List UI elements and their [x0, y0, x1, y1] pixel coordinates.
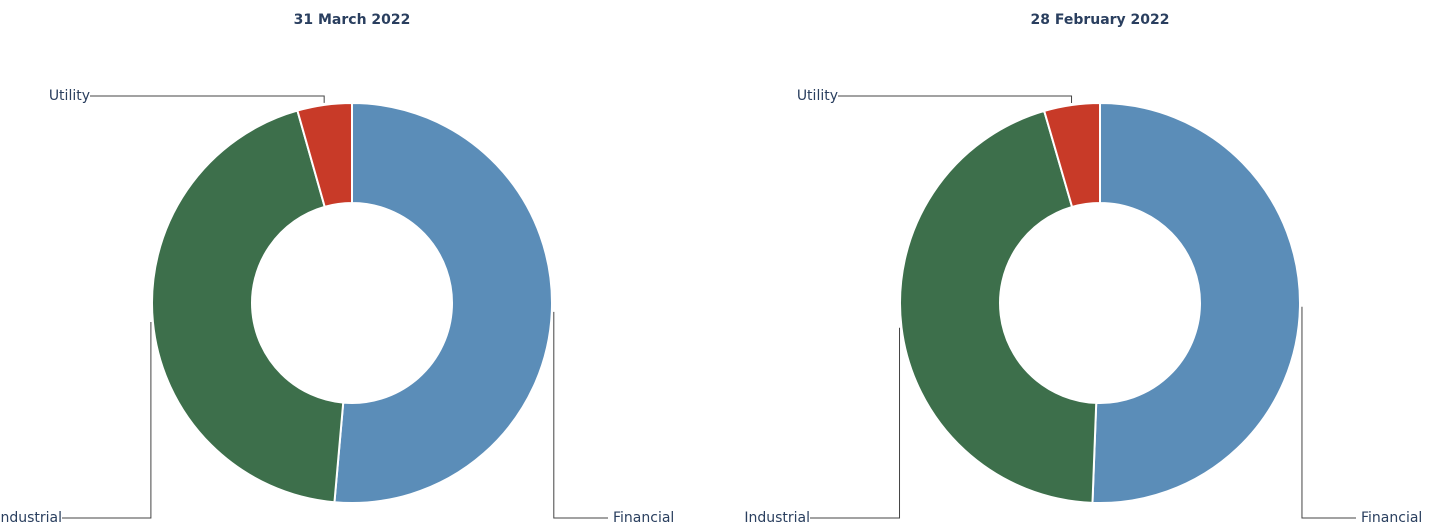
pie-slice: [333, 101, 553, 504]
slice-label: Financial: [1361, 510, 1422, 526]
slice-label: Industrial: [0, 510, 62, 526]
leader-line: [62, 322, 152, 519]
leader-line: [810, 327, 901, 519]
slice-label: Industrial: [744, 510, 810, 526]
pie-slice: [151, 109, 345, 504]
slice-label: Financial: [613, 510, 674, 526]
pie-slice: [898, 109, 1098, 504]
chart-title: 28 February 2022: [1030, 12, 1169, 28]
leader-line: [90, 95, 325, 103]
leader-line: [838, 95, 1073, 104]
leader-line: [1301, 306, 1356, 519]
pie-slice: [296, 101, 353, 209]
leader-line: [553, 311, 608, 519]
pie-slice: [1042, 101, 1101, 209]
pie-slice: [1091, 101, 1301, 504]
slice-label: Utility: [797, 88, 838, 104]
slice-label: Utility: [49, 88, 90, 104]
chart-title: 31 March 2022: [294, 12, 411, 28]
